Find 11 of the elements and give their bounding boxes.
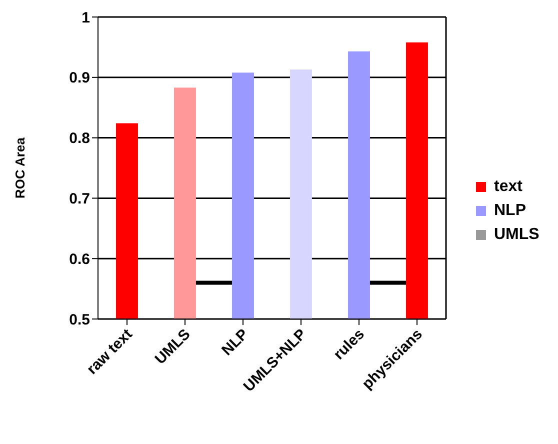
y-tick-label: 0.9 (69, 70, 90, 87)
y-tick-label: 0.5 (69, 311, 90, 328)
y-tick-label: 0.7 (69, 190, 90, 208)
legend-label: text (494, 178, 522, 196)
x-tick-label: raw text (84, 326, 136, 378)
y-tick-label: 0.6 (69, 250, 90, 268)
y-axis-title: ROC Area (12, 136, 28, 198)
y-tick-label: 1 (82, 9, 90, 26)
y-tick-label: 0.8 (69, 130, 90, 148)
legend-label: UMLS (494, 226, 540, 244)
legend-label: NLP (494, 202, 526, 220)
